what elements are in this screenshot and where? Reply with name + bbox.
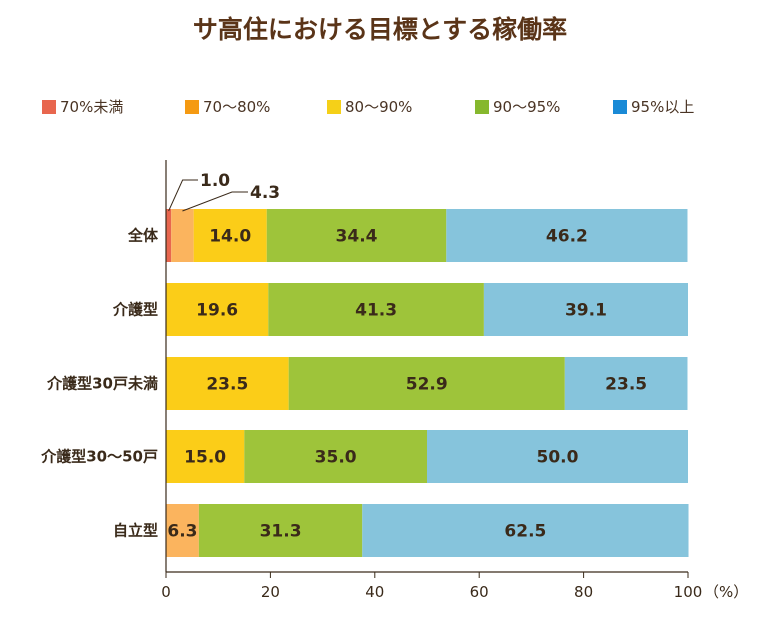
legend-label: 70%未満 <box>60 98 124 116</box>
bar-segment <box>166 283 269 336</box>
data-label: 14.0 <box>209 227 251 247</box>
bar-segment <box>166 209 172 262</box>
category-label: 介護型30～50戸 <box>40 448 158 466</box>
legend-swatch <box>185 99 199 114</box>
bar-segment <box>446 209 688 262</box>
bar-segment <box>166 430 245 483</box>
legend-swatch <box>42 99 56 114</box>
x-axis-unit: （%） <box>704 583 748 601</box>
category-label: 全体 <box>127 227 159 245</box>
legend-swatch <box>327 99 341 114</box>
category-label: 介護型30戸未満 <box>46 375 158 393</box>
legend-item: 70～80% <box>185 96 270 117</box>
x-tick-label: 60 <box>470 583 489 601</box>
legend-label: 70～80% <box>203 98 271 116</box>
callout-line <box>168 179 198 212</box>
bar-segment <box>427 430 688 483</box>
callout-label: 1.0 <box>200 171 230 191</box>
bar-segment <box>171 209 194 262</box>
callout-line <box>182 191 248 212</box>
x-tick-label: 0 <box>161 583 171 601</box>
legend-item: 70%未満 <box>42 96 123 117</box>
legend-label: 80～90% <box>345 98 413 116</box>
legend-label: 95%以上 <box>631 98 695 116</box>
x-tick-label: 40 <box>365 583 384 601</box>
data-label: 15.0 <box>184 448 226 468</box>
category-label: 自立型 <box>113 522 158 540</box>
legend-swatch <box>475 99 489 114</box>
data-label: 39.1 <box>565 301 607 321</box>
legend-label: 90～95% <box>493 98 561 116</box>
data-label: 19.6 <box>196 301 238 321</box>
bar-segment <box>193 209 267 262</box>
data-label: 6.3 <box>167 522 197 542</box>
bar-segment <box>166 357 289 410</box>
legend-item: 95%以上 <box>613 96 694 117</box>
data-label: 41.3 <box>355 301 397 321</box>
data-label: 34.4 <box>336 227 378 247</box>
bar-segment <box>288 357 565 410</box>
bar-segment <box>166 504 199 557</box>
x-tick-label: 100 <box>674 583 703 601</box>
legend-item: 90～95% <box>475 96 560 117</box>
data-label: 52.9 <box>406 375 448 395</box>
data-label: 31.3 <box>260 522 302 542</box>
data-label: 50.0 <box>537 448 579 468</box>
data-label: 23.5 <box>605 375 647 395</box>
callout-label: 4.3 <box>250 183 280 203</box>
chart-title: サ高住における目標とする稼働率 <box>192 15 568 44</box>
bar-segment <box>483 283 688 336</box>
legend: 70%未満 70～80% 80～90% 90～95% 95%以上 <box>0 96 760 116</box>
category-label: 介護型 <box>112 301 158 319</box>
legend-swatch <box>613 99 627 114</box>
legend-item: 80～90% <box>327 96 412 117</box>
bar-segment <box>198 504 363 557</box>
bar-segment <box>564 357 688 410</box>
x-tick-label: 80 <box>574 583 593 601</box>
bar-segment <box>362 504 689 557</box>
bar-segment <box>244 430 427 483</box>
bar-segment <box>268 283 484 336</box>
data-label: 35.0 <box>315 448 357 468</box>
data-label: 23.5 <box>206 375 248 395</box>
data-label: 62.5 <box>504 522 546 542</box>
x-tick-label: 20 <box>261 583 280 601</box>
data-label: 46.2 <box>546 227 588 247</box>
bar-segment <box>266 209 447 262</box>
